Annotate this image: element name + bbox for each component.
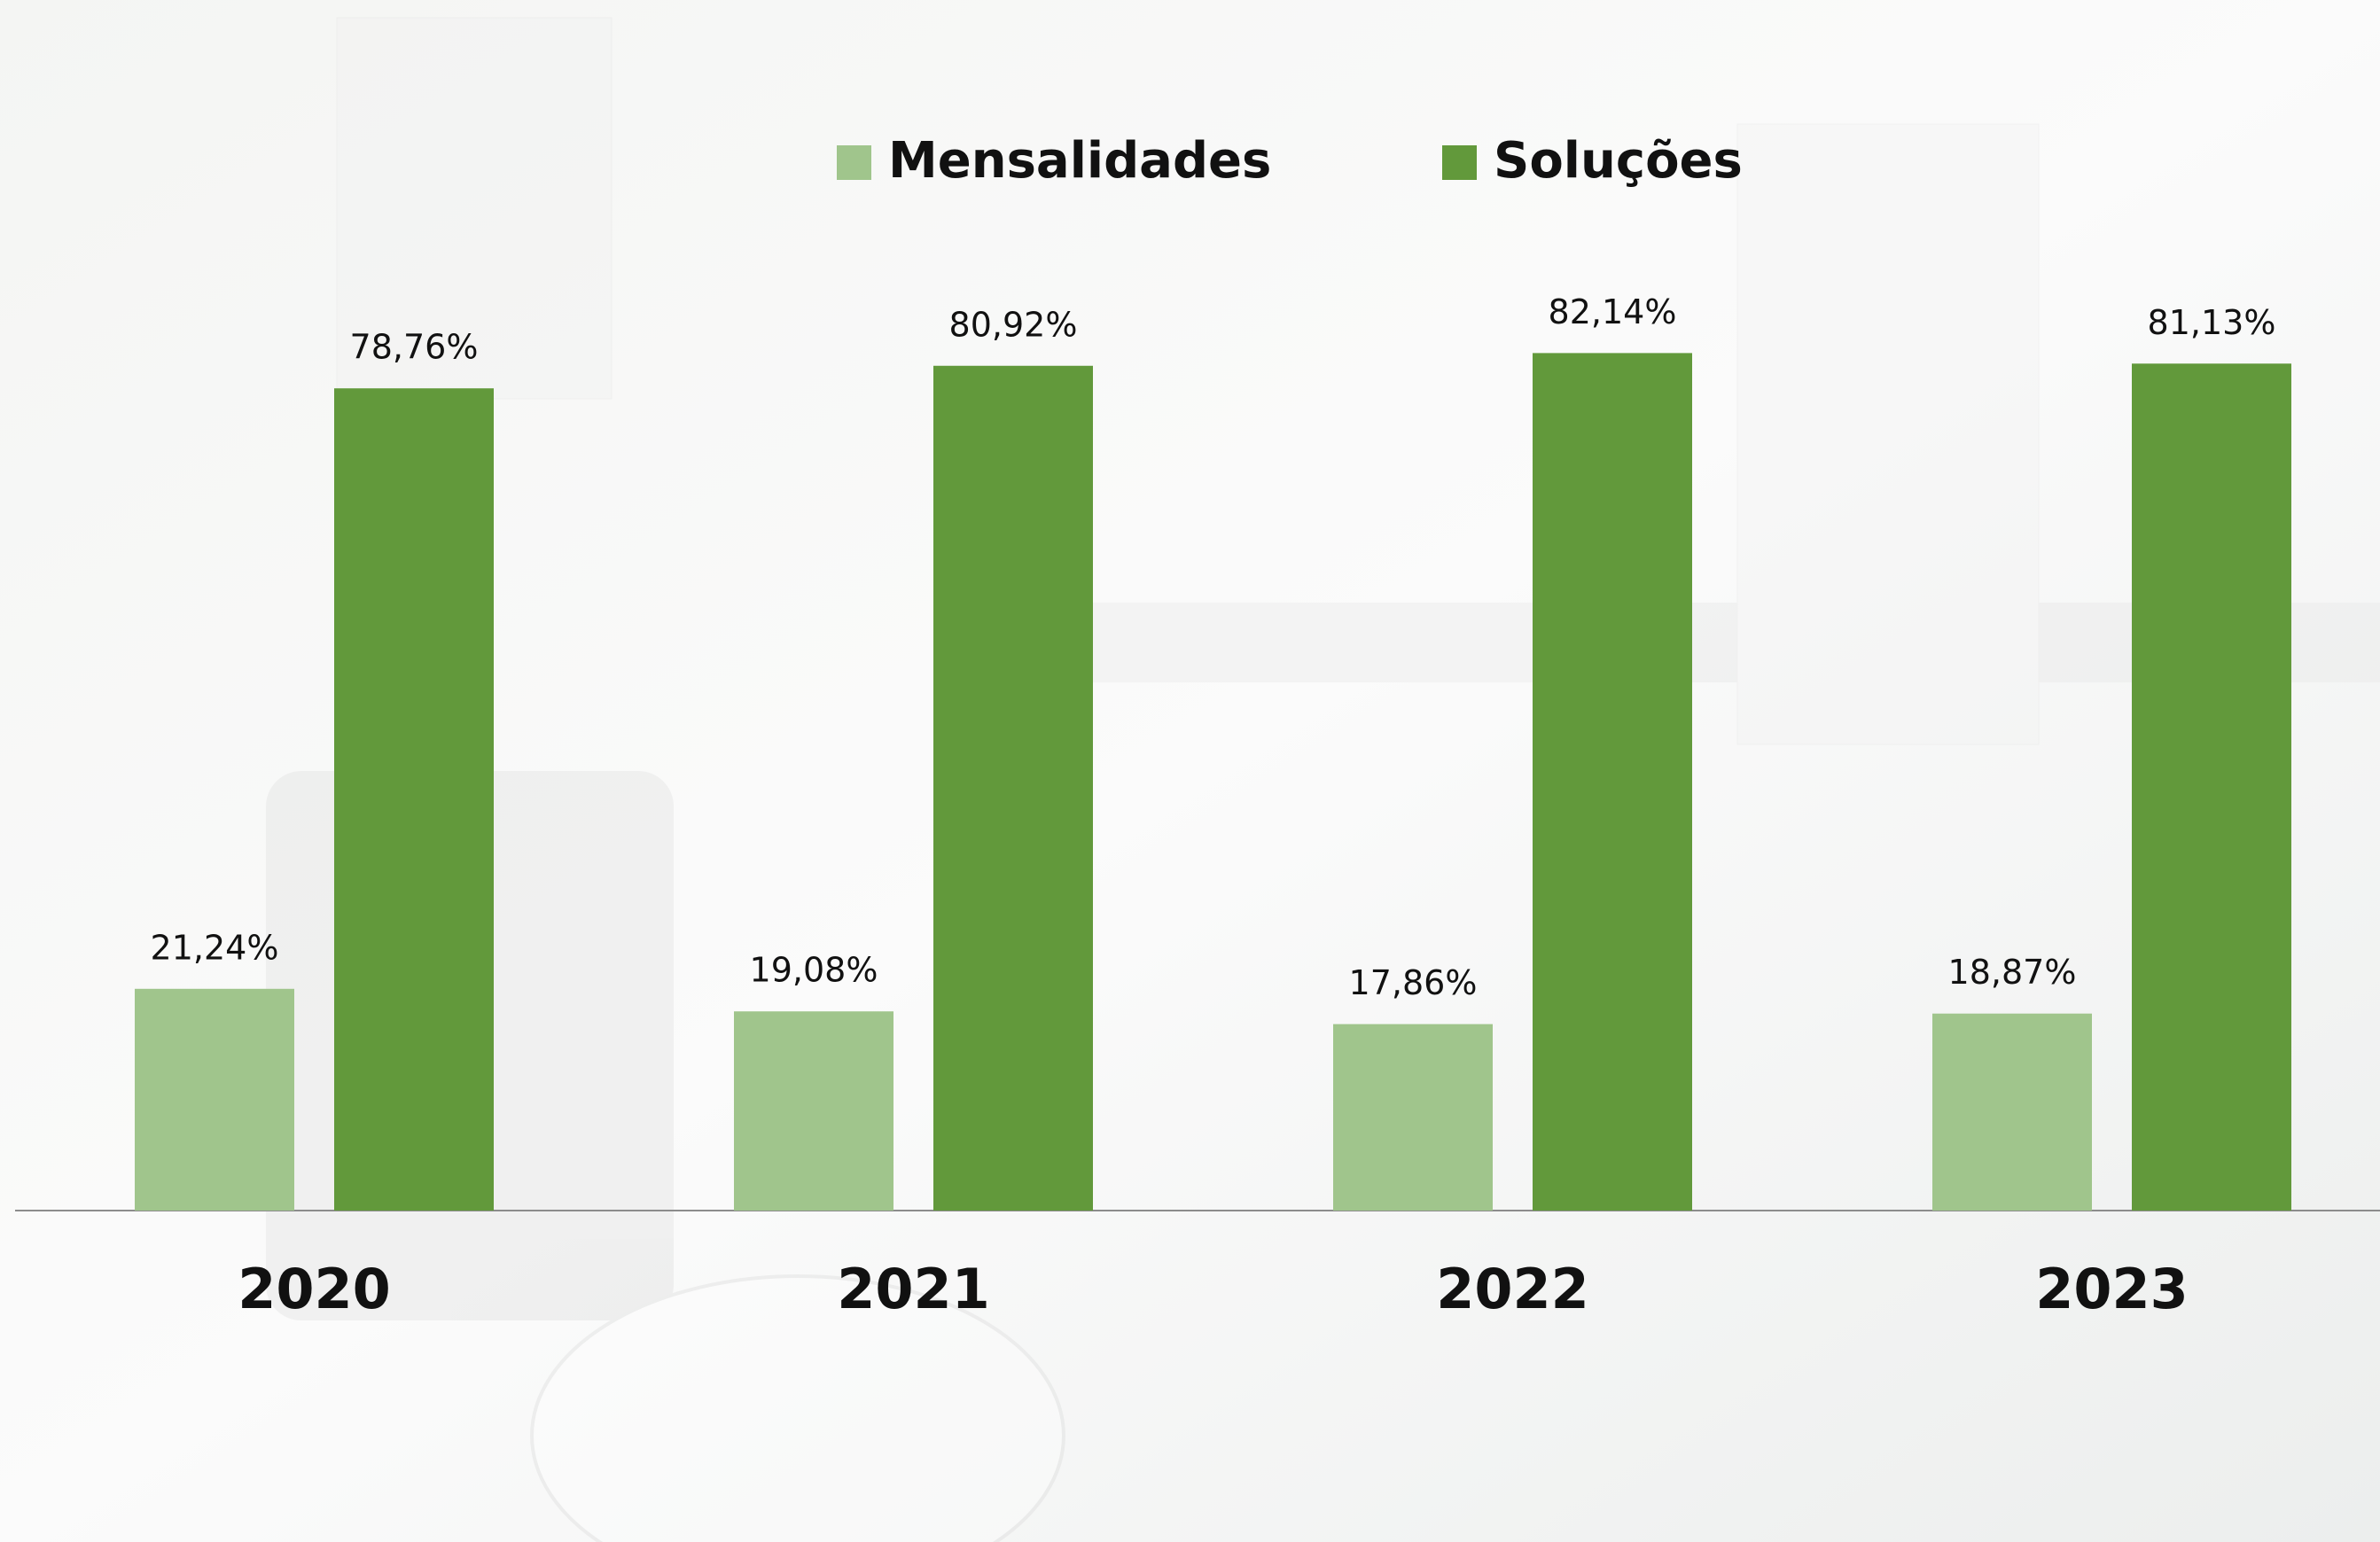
legend-label: Soluções [1494, 132, 1743, 190]
bar [933, 366, 1093, 1211]
page: {"chart_data": {"type": "bar", "categori… [0, 0, 2380, 1542]
data-label: 82,14% [1549, 292, 1677, 331]
legend-swatch [837, 145, 871, 180]
x-tick-label: 2021 [837, 1257, 990, 1321]
data-label: 80,92% [949, 305, 1078, 344]
data-label: 78,76% [350, 328, 479, 367]
bar [1333, 1024, 1493, 1211]
bar [135, 989, 294, 1211]
bar [1533, 353, 1692, 1211]
bar [1932, 1014, 2092, 1211]
data-label: 21,24% [151, 928, 279, 967]
data-label: 81,13% [2148, 303, 2276, 342]
legend-swatch [1442, 145, 1477, 180]
data-label: 17,86% [1349, 963, 1478, 1002]
x-tick-label: 2020 [238, 1257, 391, 1321]
data-label: 19,08% [750, 951, 878, 990]
legend-label: Mensalidades [888, 132, 1271, 190]
bar [2132, 363, 2291, 1211]
x-tick-label: 2022 [1436, 1257, 1589, 1321]
data-label: 18,87% [1948, 953, 2077, 992]
x-tick-label: 2023 [2035, 1257, 2189, 1321]
bar [334, 388, 494, 1211]
bar [734, 1011, 893, 1211]
chart: Mensalidades Soluções 21,24% 78,76% 2020 19,0… [0, 0, 2380, 1542]
